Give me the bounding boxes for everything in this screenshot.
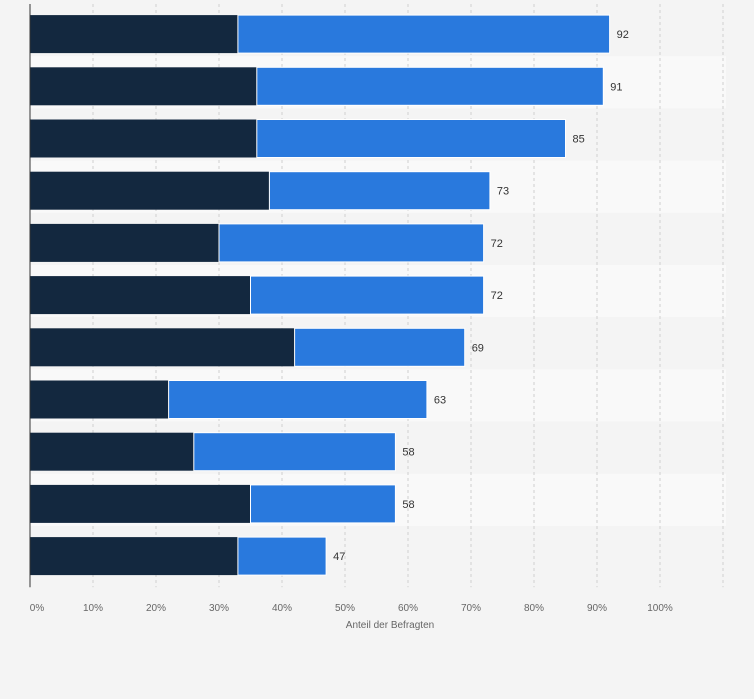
x-tick-label: 100% [647,603,673,614]
bar-total-label: 72 [491,238,503,250]
bar-segment-dark [30,119,257,158]
bar-segment-dark [30,67,257,106]
bar-segment-dark [30,484,251,523]
x-tick-label: 70% [461,603,481,614]
bar-segment-blue [237,536,327,576]
x-tick-label: 20% [146,603,166,614]
bar-total-label: 92 [617,29,629,41]
bar-segment-blue [256,119,566,158]
bar-total-label: 85 [573,134,585,146]
bar-segment-dark [30,15,238,54]
x-tick-label: 80% [524,603,544,614]
x-tick-label: 90% [587,603,607,614]
bar-segment-blue [250,484,396,524]
bar-total-label: 63 [434,395,446,407]
bar-total-label: 58 [402,447,414,459]
bar-total-label: 72 [491,290,503,302]
bar-total-label: 91 [610,81,622,93]
bar-segment-blue [250,275,485,315]
x-axis-ticks: 0% 10% 20% 30% 40% 50% 60% 70% 80% 90% 100% [30,603,673,614]
bar-total-label: 69 [472,342,484,354]
x-tick-label: 60% [398,603,418,614]
bar-segment-blue [168,380,428,419]
bar-segment-dark [30,171,270,210]
bars [30,14,611,576]
value-labels: 92 91 85 73 72 72 69 63 58 58 47 [333,29,629,563]
bar-total-label: 73 [497,186,509,198]
x-tick-label: 0% [30,603,45,614]
bar-segment-dark [30,380,169,419]
x-tick-label: 10% [83,603,103,614]
bar-segment-dark [30,432,194,471]
bar-segment-dark [30,537,238,576]
bar-segment-blue [268,171,491,211]
x-tick-label: 50% [335,603,355,614]
bar-segment-blue [218,223,485,263]
bar-segment-blue [237,14,611,54]
bar-total-label: 58 [402,499,414,511]
bar-segment-dark [30,223,219,262]
x-tick-label: 30% [209,603,229,614]
x-axis-title: Anteil der Befragten [346,620,434,631]
bar-total-label: 47 [333,551,345,563]
bar-segment-dark [30,328,295,367]
bar-segment-blue [256,66,604,106]
bar-segment-dark [30,276,251,315]
bar-segment-blue [193,432,396,472]
x-tick-label: 40% [272,603,292,614]
bar-segment-blue [294,327,466,367]
